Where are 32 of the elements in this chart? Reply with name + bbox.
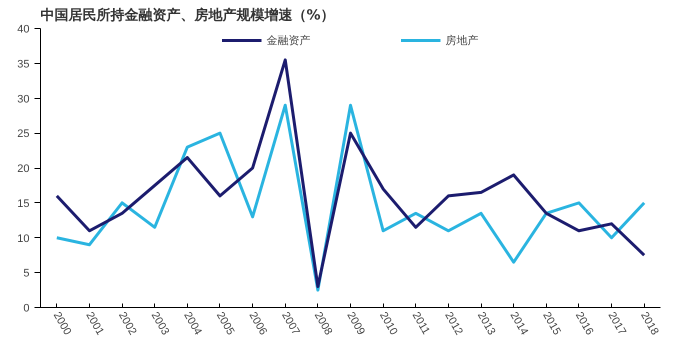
y-tick-label: 20 xyxy=(17,163,30,175)
y-tick-label: 30 xyxy=(17,93,30,106)
y-tick-label: 25 xyxy=(17,128,30,140)
x-tick-label: 2011 xyxy=(410,310,432,337)
x-tick-label: 2009 xyxy=(344,310,368,338)
x-tick-label: 2007 xyxy=(279,310,302,338)
x-tick-label: 2012 xyxy=(442,310,465,338)
y-tick-label: 0 xyxy=(23,302,30,314)
y-tick-label: 15 xyxy=(17,198,30,210)
y-tick-label: 10 xyxy=(17,232,30,245)
x-tick-label: 2005 xyxy=(214,310,236,338)
x-tick-label: 2018 xyxy=(638,310,661,338)
y-tick-label: 5 xyxy=(23,268,30,280)
x-tick-label: 2000 xyxy=(50,310,74,338)
x-tick-label: 2015 xyxy=(540,310,563,338)
y-tick-label: 35 xyxy=(17,58,30,70)
x-tick-label: 2017 xyxy=(605,310,628,338)
chart-title: 中国居民所持金融资产、房地产规模增速（%） xyxy=(40,6,335,24)
x-tick-label: 2001 xyxy=(83,310,106,338)
x-tick-label: 2016 xyxy=(572,310,596,338)
y-tick-label: 40 xyxy=(17,24,30,36)
x-tick-label: 2008 xyxy=(312,310,334,338)
legend-label: 金融资产 xyxy=(266,34,310,48)
x-tick-label: 2013 xyxy=(474,310,498,338)
x-tick-label: 2002 xyxy=(116,310,139,338)
x-tick-label: 2010 xyxy=(377,310,400,338)
x-tick-label: 2003 xyxy=(148,310,172,338)
x-tick-label: 2014 xyxy=(508,310,530,338)
line-series xyxy=(55,58,646,288)
x-tick-label: 2004 xyxy=(181,310,204,338)
legend-label: 房地产 xyxy=(446,34,478,48)
x-tick-label: 2006 xyxy=(246,310,270,338)
